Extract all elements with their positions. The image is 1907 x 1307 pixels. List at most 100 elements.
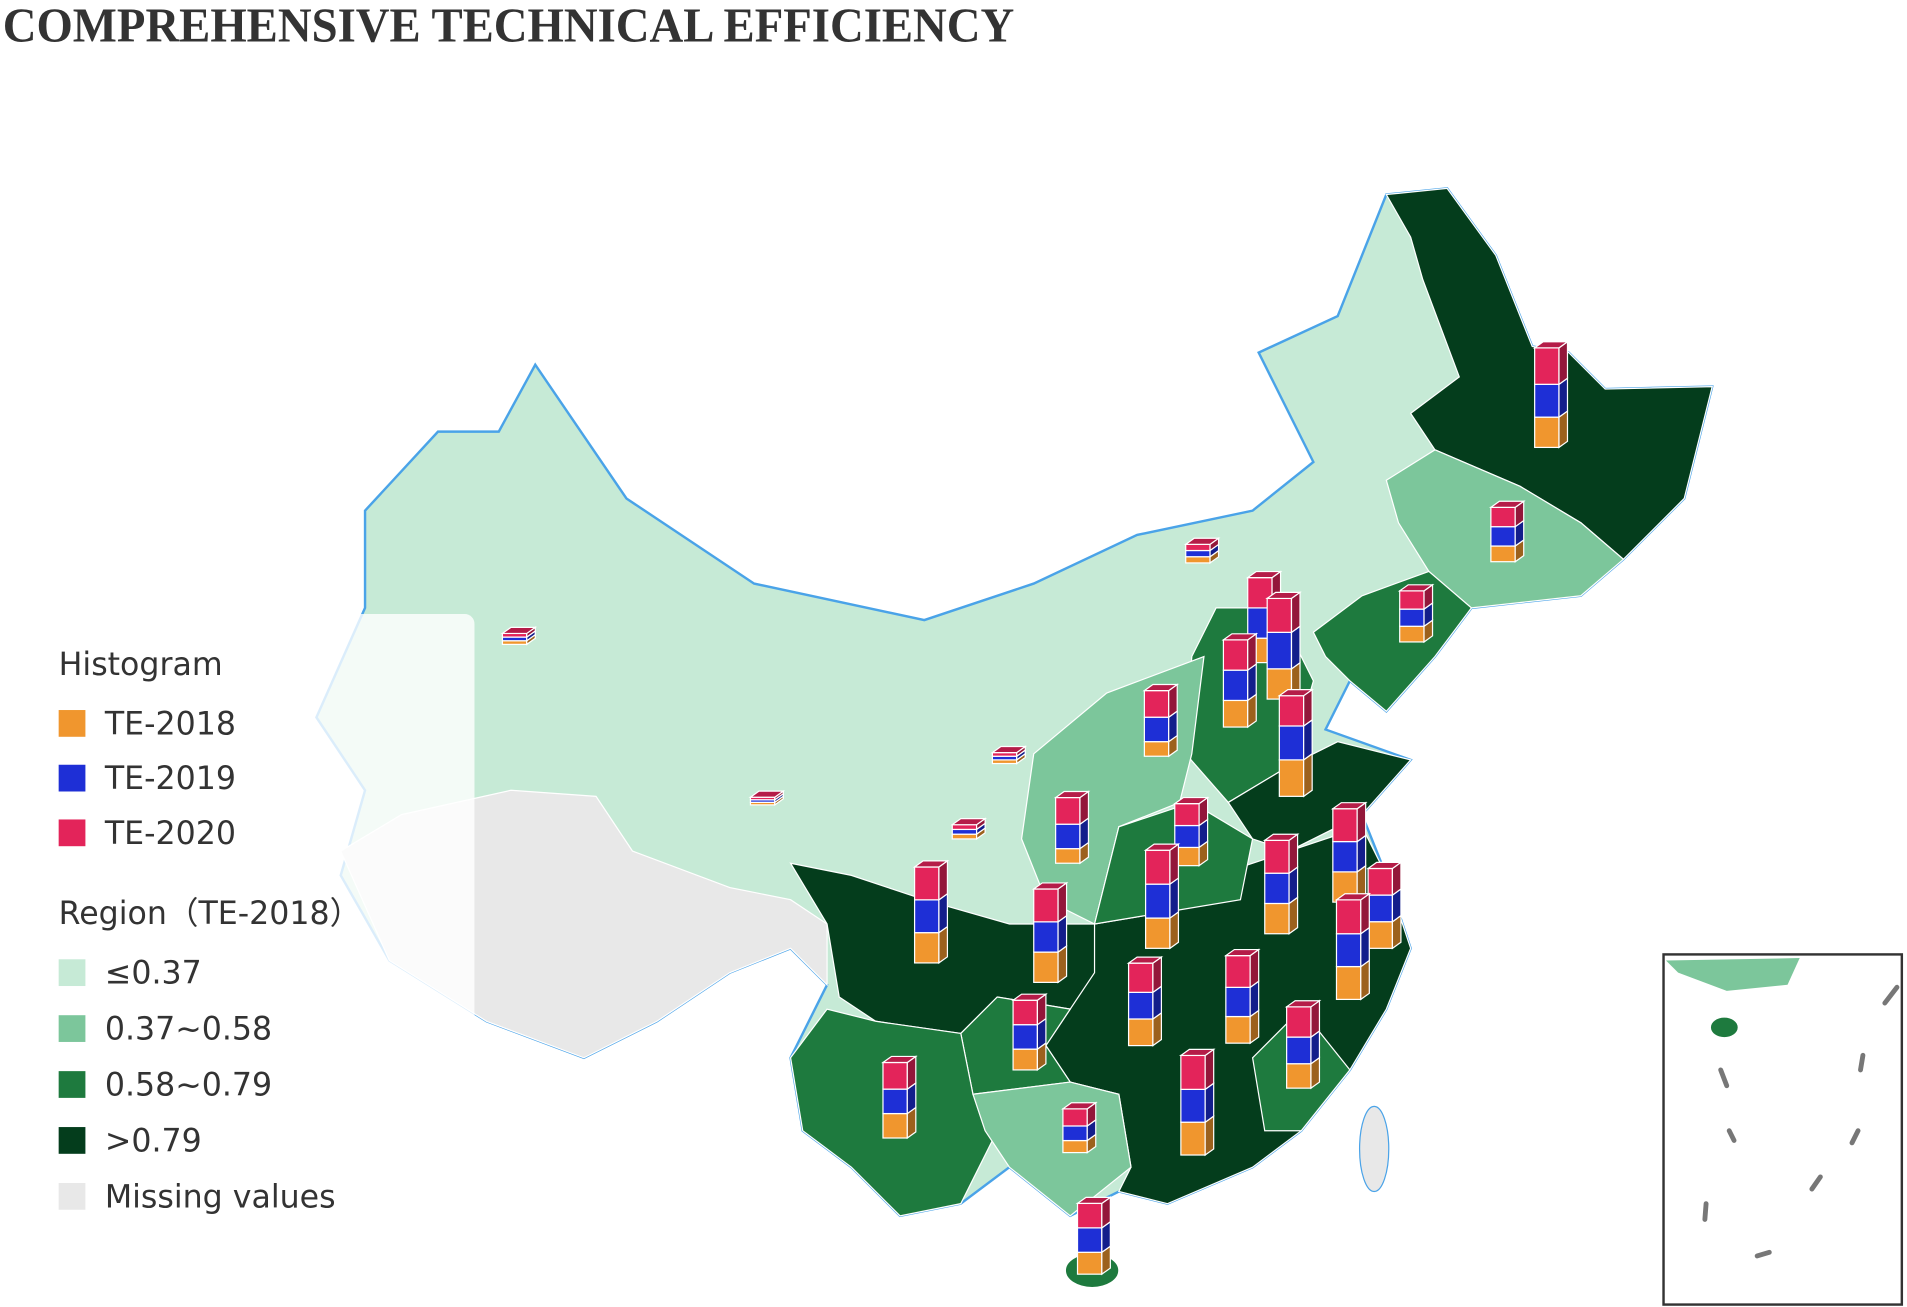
bar-segment [1222, 639, 1249, 671]
bar-segment [1399, 625, 1425, 643]
bar-segment [1264, 872, 1290, 905]
bar-segment [1076, 1202, 1103, 1229]
legend-swatch [58, 710, 86, 737]
bar-segment [1143, 689, 1170, 718]
bar-segment [913, 932, 940, 964]
bar-top [1532, 341, 1570, 349]
bar-segment [1335, 933, 1362, 968]
bar-segment [1266, 597, 1293, 633]
bar-segment [1335, 965, 1362, 1001]
bar-segment [1127, 1018, 1154, 1047]
bar-segment [1367, 921, 1394, 949]
bar-segment [1144, 849, 1171, 885]
bar-top [1031, 882, 1069, 890]
bar-segment-side [1204, 1048, 1215, 1091]
bar-top [1172, 796, 1210, 805]
bar-top [1488, 500, 1526, 508]
legend-label: 0.37~0.58 [105, 1012, 272, 1048]
legend-swatch [58, 1182, 86, 1210]
bar-segment-side [1169, 842, 1180, 886]
bar-segment [1367, 867, 1394, 896]
bar-segment [882, 1112, 908, 1139]
bar-segment [882, 1088, 908, 1115]
bar-top [1183, 537, 1221, 545]
bar-segment [1367, 894, 1394, 923]
bar-segment [882, 1061, 908, 1090]
bar-segment [1399, 608, 1425, 627]
region [1710, 1017, 1738, 1038]
bar-segment [1055, 796, 1081, 825]
legend-swatch [58, 819, 86, 847]
bar-segment-side [1303, 752, 1313, 798]
bar-segment [1076, 1251, 1103, 1275]
bar-segment [1534, 383, 1560, 418]
bar-segment [1185, 549, 1211, 558]
bar-segment [1180, 1054, 1206, 1090]
bar-top [912, 860, 950, 868]
bar-segment [1266, 631, 1293, 670]
bar-top [1397, 584, 1435, 592]
region [1358, 1105, 1390, 1193]
bar-top [1011, 993, 1048, 1001]
bar-segment [1076, 1227, 1103, 1253]
bar-segment [1174, 803, 1200, 827]
bar-top [1330, 802, 1368, 810]
bar-segment-side [1303, 718, 1313, 762]
legend-label: TE-2018 [104, 706, 236, 742]
bar-top [1284, 1000, 1322, 1008]
bar-top [990, 745, 1028, 754]
bar-top [1221, 633, 1259, 641]
bar-segment [1534, 416, 1560, 449]
bar-top [500, 626, 538, 635]
bar-segment [1012, 999, 1038, 1026]
legend: Histogram Region（TE-2018） TE-2018 TE-2019… [24, 613, 475, 1235]
legend-label: TE-2019 [104, 761, 236, 797]
bar-segment [1055, 848, 1081, 864]
bar-top [881, 1055, 918, 1064]
bar-segment [1185, 556, 1211, 564]
bar-top [1334, 893, 1372, 901]
bar-segment [1185, 543, 1211, 552]
legend-swatch [58, 1071, 86, 1098]
bar-segment [1127, 991, 1154, 1020]
legend-swatch [58, 1015, 86, 1042]
bar-top [950, 817, 988, 826]
bar-top [1053, 790, 1091, 799]
bar-segment [1286, 1036, 1312, 1065]
bar-segment [1033, 951, 1059, 983]
bar-segment [1127, 962, 1154, 993]
legend-swatch [58, 764, 86, 792]
bar-segment [1062, 1125, 1088, 1142]
bar-segment [1062, 1139, 1088, 1154]
bar-segment [1286, 1006, 1312, 1038]
bar-segment-side [1169, 876, 1180, 920]
bar-top [1245, 570, 1283, 579]
bar-segment [913, 866, 940, 901]
bar-segment [1222, 699, 1249, 728]
bar-top [1075, 1196, 1113, 1205]
legend-label: >0.79 [105, 1123, 202, 1159]
bar-segment-side [1290, 625, 1301, 671]
bar-top [748, 790, 786, 798]
bar-segment-side [1290, 591, 1301, 634]
bar-segment [1399, 590, 1425, 610]
legend-label: Missing values [105, 1179, 336, 1215]
legend-title: Region（TE-2018） [59, 896, 362, 932]
bar-top [1277, 689, 1315, 697]
bar-top [1126, 956, 1164, 964]
legend-swatch [58, 959, 86, 987]
bar-segment [1490, 506, 1516, 528]
bar-segment-side [1558, 340, 1569, 386]
bars [500, 340, 1570, 1276]
bar-segment [1062, 1108, 1088, 1127]
bar-top [1143, 843, 1181, 851]
bar-segment [1143, 741, 1170, 757]
legend-swatch [58, 1127, 86, 1154]
bar-segment [1490, 545, 1516, 563]
bar-segment [951, 824, 978, 831]
bar-top [1061, 1102, 1098, 1110]
bar-segment [1278, 725, 1305, 761]
bar-segment [1012, 1024, 1038, 1050]
bar-segment [1264, 902, 1290, 935]
